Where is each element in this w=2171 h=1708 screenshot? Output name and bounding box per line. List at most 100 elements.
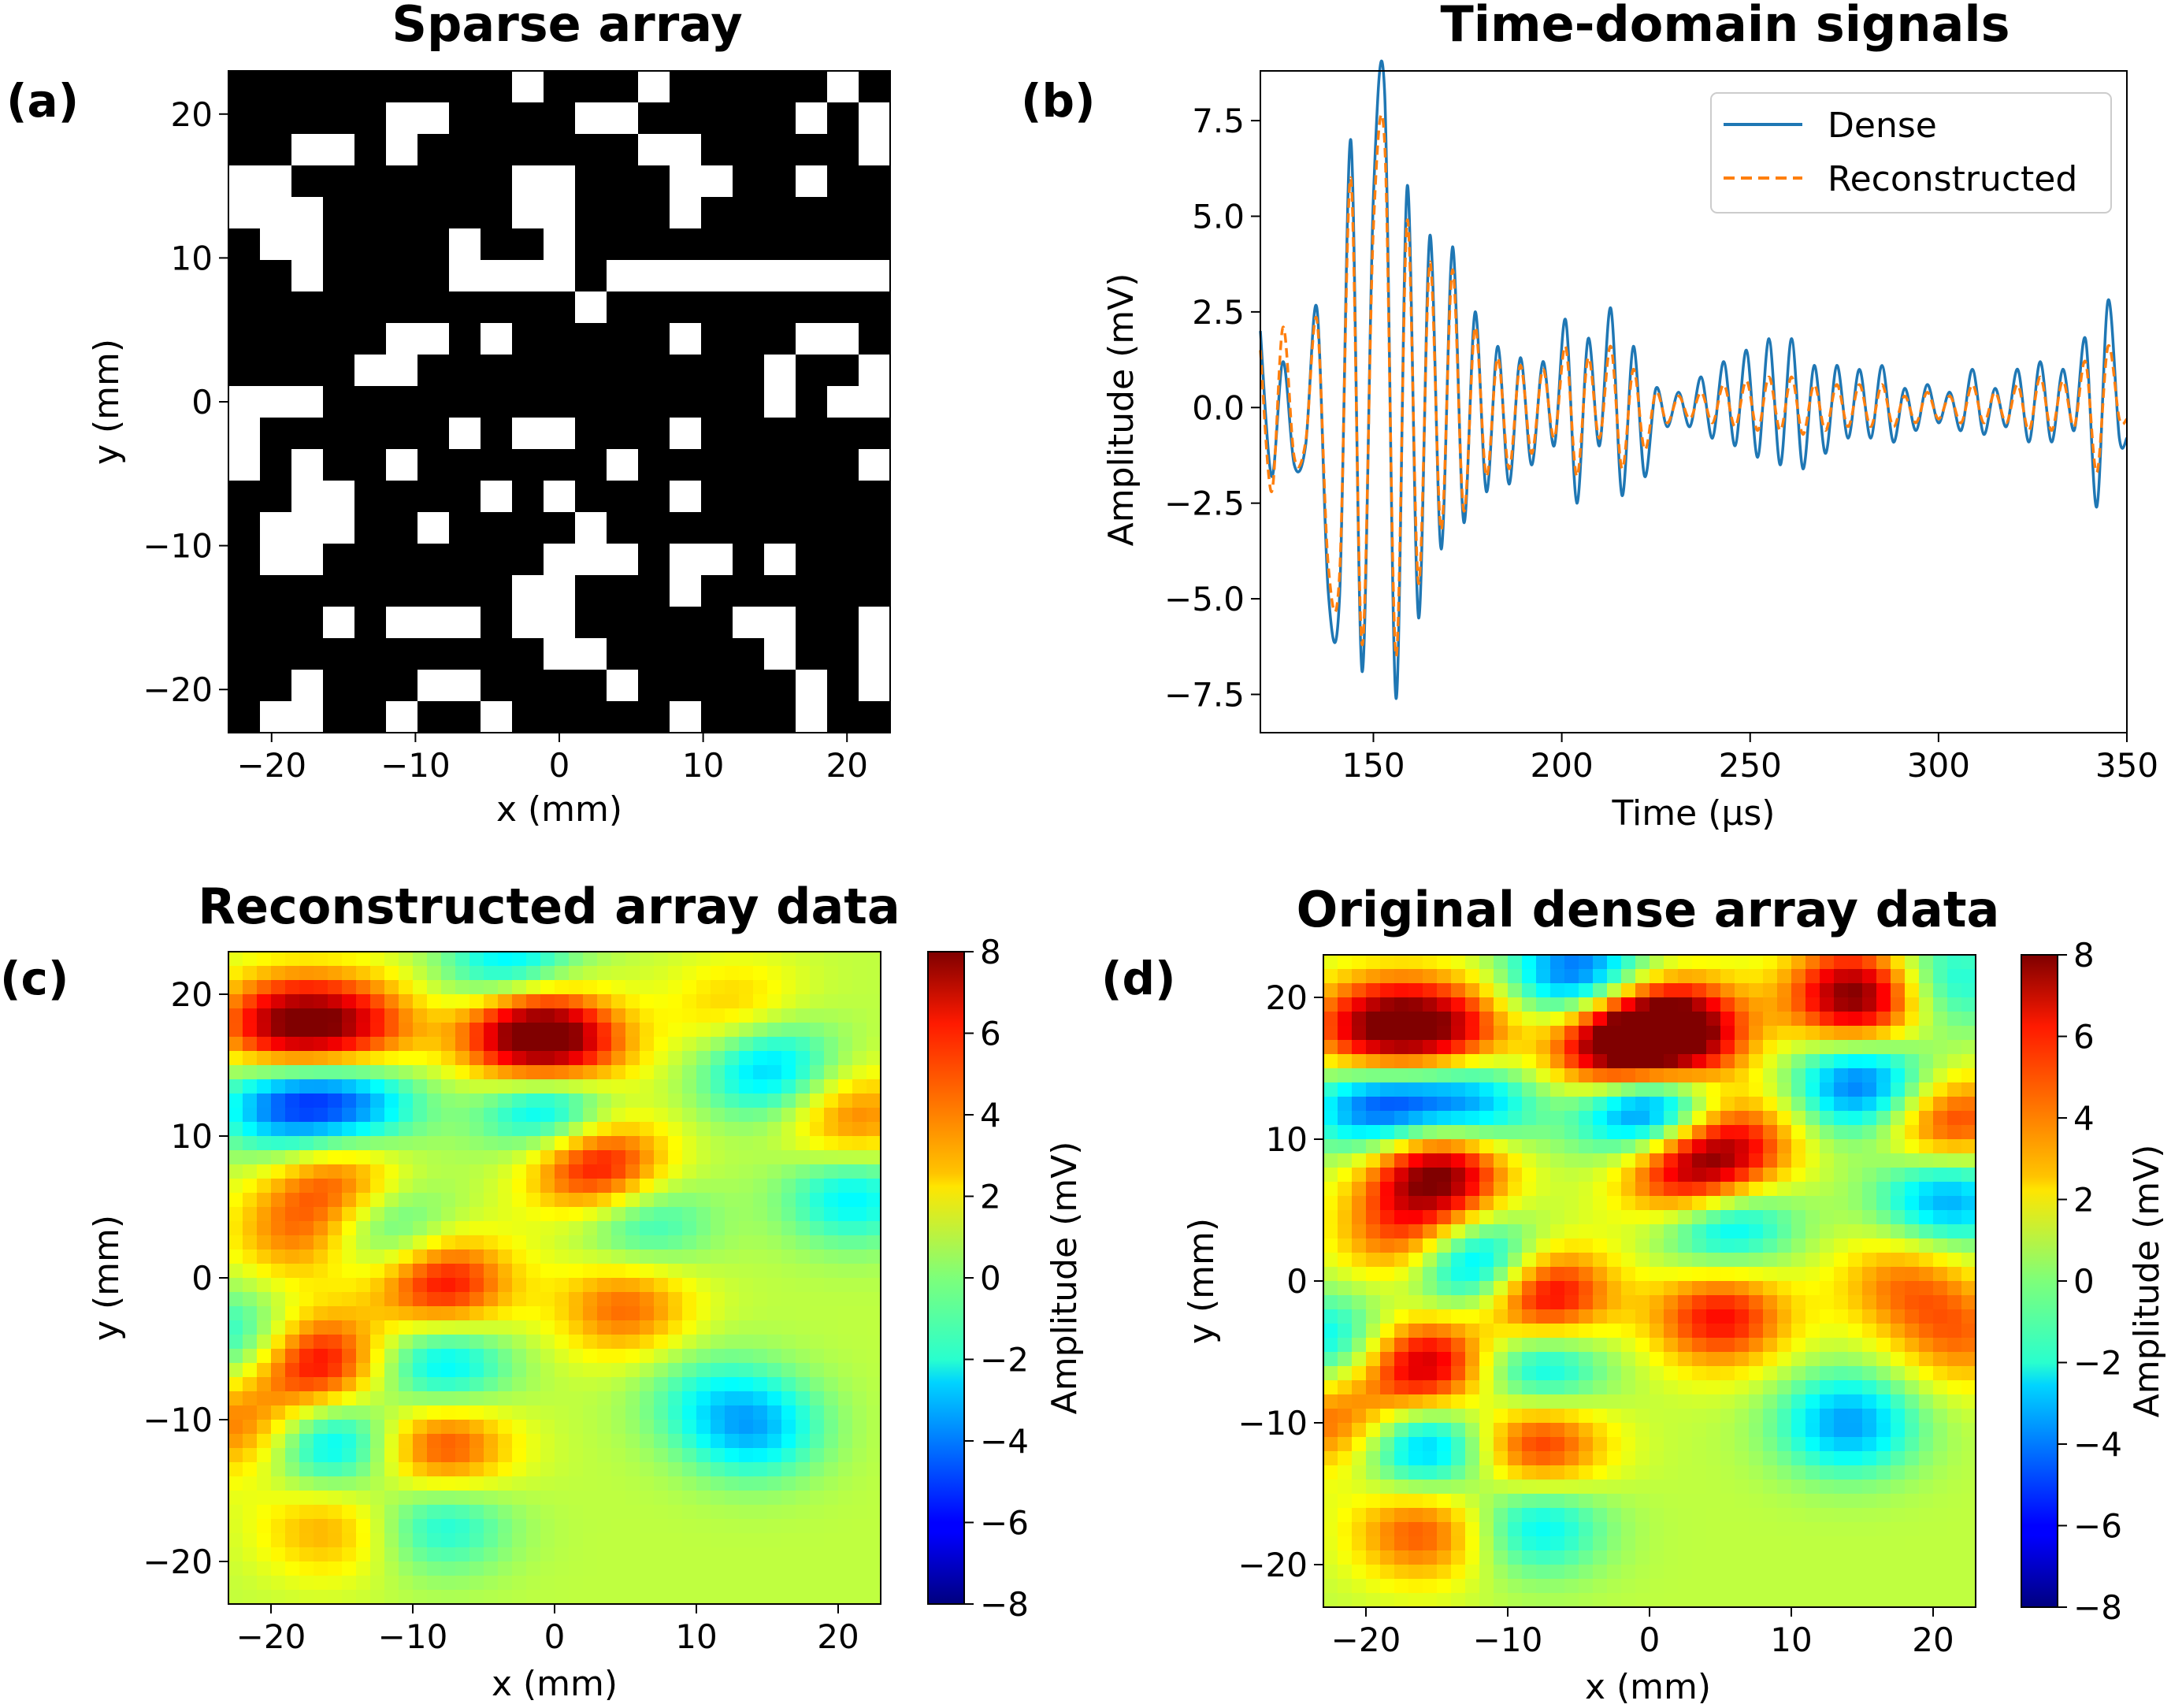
panel-c-heat-cell — [228, 1193, 243, 1208]
panel-c-heat-cell — [852, 1405, 867, 1420]
panel-d-heat-cell — [1848, 1210, 1863, 1225]
panel-d-heat-cell — [1579, 1536, 1594, 1551]
panel-c-heat-cell — [867, 1207, 881, 1222]
array-element-active — [827, 323, 859, 355]
panel-c-heat-cell — [625, 1391, 640, 1406]
panel-d-heat-cell — [1579, 1267, 1594, 1282]
panel-c-heat-cell — [484, 1235, 499, 1250]
panel-c-heat-cell — [838, 1122, 853, 1137]
panel-c-heat-cell — [725, 1448, 740, 1463]
panel-d-heat-cell — [1494, 1380, 1509, 1395]
panel-d-heat-cell — [1635, 1522, 1650, 1537]
panel-c-heat-cell — [257, 1008, 272, 1023]
panel-c-heat-cell — [555, 1079, 570, 1094]
panel-c-heat-cell — [413, 1505, 428, 1520]
panel-d-heat-cell — [1805, 1238, 1820, 1253]
panel-d-heat-cell — [1805, 983, 1820, 998]
panel-d-heat-cell — [1834, 1423, 1849, 1438]
panel-d-heat-cell — [1536, 1267, 1551, 1282]
panel-c-heat-cell — [299, 1235, 314, 1250]
panel-c-heat-cell — [441, 966, 456, 981]
array-element-empty — [859, 71, 891, 103]
panel-c-heat-cell — [455, 1391, 470, 1406]
panel-c-heat-cell — [243, 1320, 258, 1335]
panel-c-heat-cell — [285, 994, 300, 1009]
array-element-active — [386, 355, 418, 387]
panel-c-heat-cell — [739, 1320, 754, 1335]
panel-c-heat-cell — [711, 1037, 726, 1052]
panel-c-heat-cell — [257, 1093, 272, 1108]
panel-c-heat-cell — [484, 1561, 499, 1576]
panel-c-heat-cell — [796, 980, 811, 995]
panel-c-heat-cell — [469, 1405, 484, 1420]
array-element-empty — [859, 575, 891, 607]
panel-d-heat-cell — [1635, 1168, 1650, 1183]
panel-c-heat-cell — [696, 1377, 711, 1392]
panel-c-heat-cell — [810, 1576, 825, 1591]
array-element-empty — [638, 575, 670, 607]
panel-d-heat-cell — [1394, 1423, 1409, 1438]
panel-d-heat-cell — [1437, 1210, 1452, 1225]
panel-d-heat-cell — [1508, 1338, 1523, 1353]
panel-c-heat-cell — [781, 1221, 796, 1236]
panel-c-heat-cell — [611, 1491, 626, 1506]
panel-c-heat-cell — [455, 1150, 470, 1165]
panel-d-heat-cell — [1494, 1295, 1509, 1310]
panel-c-heat-cell — [824, 1349, 839, 1364]
panel-c-heat-cell — [725, 1093, 740, 1108]
panel-c-heat-cell — [399, 1150, 414, 1165]
panel-d-heat-cell — [1692, 1153, 1707, 1168]
panel-c-heat-cell — [555, 1093, 570, 1108]
panel-c-heat-cell — [299, 1207, 314, 1222]
panel-d-heat-cell — [1380, 1352, 1395, 1367]
panel-c-heat-cell — [271, 1377, 286, 1392]
panel-d-heat-cell — [1706, 1508, 1721, 1523]
panel-d-heat-cell — [1593, 983, 1608, 998]
panel-c-heat-cell — [370, 1150, 385, 1165]
panel-c-heat-cell — [753, 1008, 768, 1023]
panel-d-heat-cell — [1720, 1522, 1735, 1537]
panel-c-heat-cell — [469, 966, 484, 981]
panel-d-heat-cell — [1380, 1423, 1395, 1438]
array-element-empty — [796, 386, 828, 418]
panel-d-heat-cell — [1607, 1125, 1622, 1140]
panel-c-heat-cell — [512, 1377, 527, 1392]
panel-d-heat-cell — [1621, 1309, 1636, 1324]
panel-d-heat-cell — [1933, 1522, 1948, 1537]
panel-c-heat-cell — [781, 1363, 796, 1378]
panel-c-heat-cell — [455, 1023, 470, 1038]
panel-d-heat-cell — [1720, 1082, 1735, 1097]
panel-d-heat-cell — [1862, 1026, 1877, 1041]
panel-d-heat-cell — [1777, 1366, 1792, 1381]
panel-c-heat-cell — [299, 1405, 314, 1420]
panel-c-heat-cell — [540, 1391, 555, 1406]
array-element-empty — [764, 670, 796, 702]
panel-c-heat-cell — [328, 1136, 343, 1151]
panel-d-heat-cell — [1777, 1451, 1792, 1466]
array-element-empty — [291, 575, 324, 607]
panel-c-heat-cell — [243, 1335, 258, 1350]
panel-d-heat-cell — [1791, 1267, 1806, 1282]
panel-c-heat-cell — [384, 1221, 399, 1236]
array-element-active — [638, 134, 670, 166]
panel-d-heat-cell — [1834, 1068, 1849, 1083]
panel-d-heat-cell — [1352, 969, 1367, 984]
panel-d-heat-cell — [1564, 1394, 1579, 1409]
panel-c-heat-cell — [484, 1377, 499, 1392]
panel-c-heat-cell — [597, 1136, 612, 1151]
panel-d-heat-cell — [1947, 1437, 1962, 1452]
panel-d-heat-cell — [1607, 1480, 1622, 1494]
panel-c-heat-cell — [739, 1377, 754, 1392]
panel-c-heat-cell — [824, 1533, 839, 1548]
panel-c-heat-cell — [569, 1420, 584, 1435]
dense-signal-line — [1259, 59, 2128, 700]
panel-d-heat-cell — [1607, 1536, 1622, 1551]
panel-d-heat-cell — [1550, 1380, 1565, 1395]
panel-d-heat-cell — [1706, 1082, 1721, 1097]
panel-d-heat-cell — [1593, 1224, 1608, 1239]
panel-d-heat-cell — [1664, 1253, 1679, 1268]
panel-d-heat-cell — [1508, 1494, 1523, 1509]
panel-c-heat-cell — [824, 1476, 839, 1491]
panel-c-heat-cell — [370, 1320, 385, 1335]
